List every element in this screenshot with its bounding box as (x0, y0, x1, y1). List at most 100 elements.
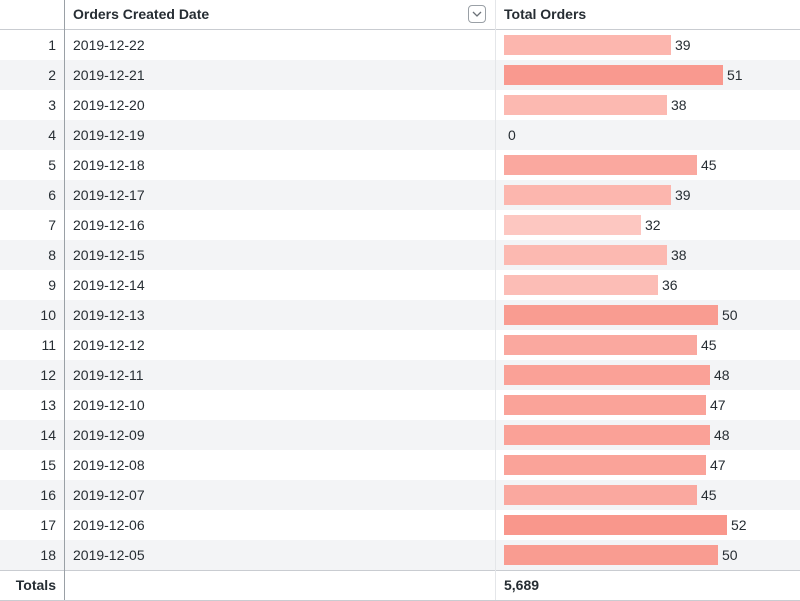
table-row: 16 2019-12-07 45 (0, 480, 800, 510)
total-orders-value: 48 (714, 367, 730, 383)
total-orders-value: 47 (710, 457, 726, 473)
orders-created-date-cell: 2019-12-15 (73, 247, 145, 263)
total-orders-value: 45 (701, 487, 717, 503)
orders-created-date-cell: 2019-12-18 (73, 157, 145, 173)
row-index: 5 (48, 157, 56, 173)
total-orders-value: 50 (722, 307, 738, 323)
row-index: 16 (40, 487, 56, 503)
orders-created-date-cell: 2019-12-06 (73, 517, 145, 533)
column-header-orders-created-date[interactable]: Orders Created Date (73, 6, 210, 22)
total-orders-bar (504, 545, 718, 565)
row-index: 7 (48, 217, 56, 233)
row-index: 12 (40, 367, 56, 383)
total-orders-bar (504, 515, 727, 535)
column-divider (495, 0, 496, 600)
total-orders-bar (504, 335, 697, 355)
total-orders-bar (504, 365, 710, 385)
total-orders-value: 38 (671, 247, 687, 263)
row-index: 11 (41, 337, 56, 353)
index-header (0, 0, 64, 29)
total-orders-bar (504, 245, 667, 265)
total-orders-bar (504, 395, 706, 415)
orders-created-date-cell: 2019-12-13 (73, 307, 145, 323)
totals-row: Totals 5,689 (0, 570, 800, 601)
table-row: 15 2019-12-08 47 (0, 450, 800, 480)
table-row: 14 2019-12-09 48 (0, 420, 800, 450)
row-index: 15 (40, 457, 56, 473)
orders-created-date-cell: 2019-12-12 (73, 337, 145, 353)
total-orders-bar (504, 185, 671, 205)
table-row: 5 2019-12-18 45 (0, 150, 800, 180)
total-orders-value: 51 (727, 67, 743, 83)
table-row: 4 2019-12-19 0 (0, 120, 800, 150)
total-orders-bar (504, 35, 671, 55)
table-row: 8 2019-12-15 38 (0, 240, 800, 270)
table-row: 13 2019-12-10 47 (0, 390, 800, 420)
row-index: 10 (40, 307, 56, 323)
total-orders-bar (504, 95, 667, 115)
table-row: 1 2019-12-22 39 (0, 30, 800, 60)
row-index: 17 (40, 517, 56, 533)
total-orders-value: 38 (671, 97, 687, 113)
orders-created-date-cell: 2019-12-09 (73, 427, 145, 443)
orders-created-date-cell: 2019-12-16 (73, 217, 145, 233)
column-header-total-orders[interactable]: Total Orders (504, 6, 587, 22)
orders-created-date-cell: 2019-12-22 (73, 37, 145, 53)
totals-label: Totals (15, 577, 56, 593)
column-divider (64, 0, 65, 600)
table-row: 10 2019-12-13 50 (0, 300, 800, 330)
total-orders-bar (504, 155, 697, 175)
row-index: 2 (48, 67, 56, 83)
total-orders-bar (504, 275, 658, 295)
orders-created-date-cell: 2019-12-20 (73, 97, 145, 113)
row-index: 1 (48, 37, 56, 53)
total-orders-value: 39 (675, 37, 691, 53)
totals-date-cell (65, 571, 495, 600)
row-index: 6 (48, 187, 56, 203)
orders-created-date-cell: 2019-12-14 (73, 277, 145, 293)
table-row: 9 2019-12-14 36 (0, 270, 800, 300)
row-index: 14 (40, 427, 56, 443)
total-orders-value: 36 (662, 277, 678, 293)
total-orders-value: 47 (710, 397, 726, 413)
total-orders-value: 45 (701, 337, 717, 353)
total-orders-value: 32 (645, 217, 661, 233)
totals-orders-value: 5,689 (504, 577, 540, 593)
total-orders-bar (504, 215, 641, 235)
table-header: Orders Created Date Total Orders (0, 0, 800, 30)
table-row: 17 2019-12-06 52 (0, 510, 800, 540)
row-index: 4 (48, 127, 56, 143)
table-row: 6 2019-12-17 39 (0, 180, 800, 210)
table-row: 12 2019-12-11 48 (0, 360, 800, 390)
total-orders-bar (504, 305, 718, 325)
orders-created-date-cell: 2019-12-10 (73, 397, 145, 413)
total-orders-bar (504, 65, 723, 85)
total-orders-value: 45 (701, 157, 717, 173)
orders-created-date-cell: 2019-12-19 (73, 127, 145, 143)
table-row: 7 2019-12-16 32 (0, 210, 800, 240)
row-index: 9 (48, 277, 56, 293)
row-index: 3 (48, 97, 56, 113)
chevron-down-icon (472, 11, 482, 17)
row-index: 13 (40, 397, 56, 413)
orders-created-date-cell: 2019-12-05 (73, 547, 145, 563)
orders-created-date-cell: 2019-12-21 (73, 67, 145, 83)
orders-created-date-cell: 2019-12-08 (73, 457, 145, 473)
orders-created-date-cell: 2019-12-11 (73, 367, 144, 383)
orders-created-date-cell: 2019-12-07 (73, 487, 145, 503)
total-orders-bar (504, 485, 697, 505)
table-row: 2 2019-12-21 51 (0, 60, 800, 90)
total-orders-value: 39 (675, 187, 691, 203)
row-index: 8 (48, 247, 56, 263)
table-row: 3 2019-12-20 38 (0, 90, 800, 120)
orders-created-date-cell: 2019-12-17 (73, 187, 145, 203)
total-orders-bar (504, 455, 706, 475)
total-orders-value: 50 (722, 547, 738, 563)
total-orders-value: 48 (714, 427, 730, 443)
total-orders-value: 52 (731, 517, 747, 533)
total-orders-bar (504, 425, 710, 445)
row-index: 18 (40, 547, 56, 563)
column-menu-button[interactable] (468, 5, 486, 23)
table-row: 18 2019-12-05 50 (0, 540, 800, 570)
